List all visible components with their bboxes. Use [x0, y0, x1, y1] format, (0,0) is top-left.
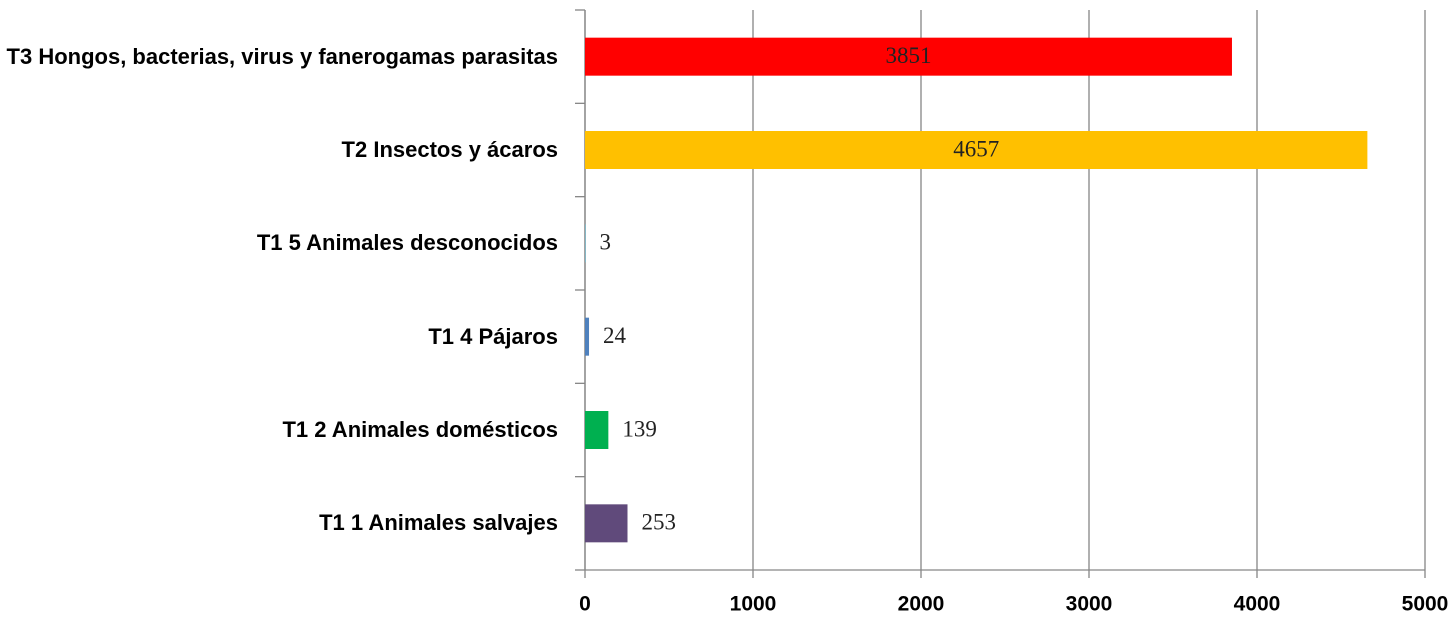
- bar: [585, 504, 628, 543]
- value-label: 139: [622, 416, 657, 441]
- x-tick-label: 4000: [1234, 593, 1281, 616]
- x-tick-label: 0: [579, 593, 591, 616]
- x-tick-label: 3000: [1066, 593, 1113, 616]
- bar: [585, 224, 586, 263]
- y-tick-label: T1 5 Animales desconocidos: [256, 230, 558, 256]
- y-tick-label: T1 1 Animales salvajes: [319, 510, 558, 536]
- y-tick-label: T3 Hongos, bacterias, virus y fanerogama…: [6, 43, 558, 69]
- x-tick-label: 5000: [1402, 593, 1449, 616]
- x-tick-label: 1000: [730, 593, 777, 616]
- value-label: 4657: [953, 136, 999, 161]
- value-label: 3: [600, 230, 612, 255]
- value-label: 3851: [885, 43, 931, 68]
- value-label: 24: [603, 323, 627, 348]
- bar: [585, 317, 590, 356]
- bar: [585, 411, 609, 449]
- x-tick-label: 2000: [898, 593, 945, 616]
- value-label: 253: [642, 510, 677, 535]
- y-tick-label: T1 4 Pájaros: [428, 323, 558, 349]
- bar: [585, 131, 1368, 169]
- bar: [585, 37, 1232, 76]
- y-tick-label: T1 2 Animales domésticos: [282, 417, 558, 442]
- y-tick-label: T2 Insectos y ácaros: [341, 137, 558, 162]
